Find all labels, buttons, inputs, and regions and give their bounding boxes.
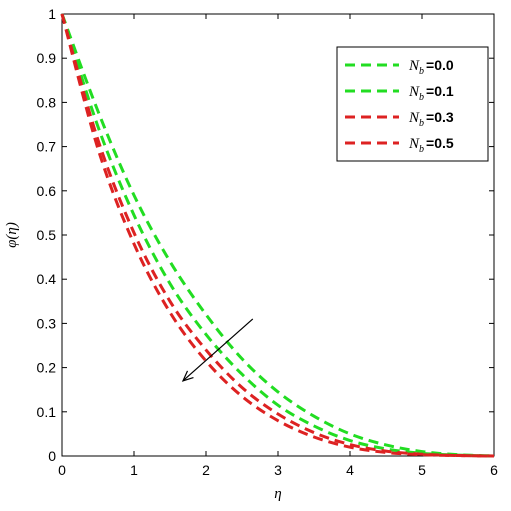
x-tick-label: 3	[274, 462, 282, 478]
x-tick-label: 1	[130, 462, 138, 478]
y-tick-label: 0.8	[37, 94, 57, 110]
y-tick-label: 0.1	[37, 404, 57, 420]
y-axis-title: φ(η)	[4, 222, 20, 248]
y-axis: 0 0.1 0.2 0.3 0.4 0.5 0.6 0.7 0.8 0.9 1	[37, 6, 494, 464]
y-tick-label: 0.3	[37, 315, 57, 331]
legend-entry-0: Nb =0.0	[408, 57, 454, 77]
x-tick-label: 0	[58, 462, 66, 478]
x-tick-label: 5	[418, 462, 426, 478]
x-tick-label: 4	[346, 462, 354, 478]
legend-entry-2: Nb =0.3	[408, 109, 454, 129]
y-tick-label: 0.2	[37, 360, 57, 376]
y-tick-label: 0.6	[37, 183, 57, 199]
trend-arrow-shaft	[182, 318, 254, 382]
x-tick-label: 2	[202, 462, 210, 478]
y-tick-label: 0.4	[37, 271, 57, 287]
series-line-3	[60, 13, 495, 458]
y-tick-label: 0.7	[37, 139, 57, 155]
x-axis: 0 1 2 3 4 5 6	[58, 14, 498, 478]
legend: Nb =0.0 Nb =0.1 Nb =0.3 Nb =0.5	[336, 46, 489, 162]
series-line-2	[60, 13, 495, 458]
y-tick-label: 0.5	[37, 227, 57, 243]
legend-entry-3: Nb =0.5	[408, 135, 454, 155]
x-tick-label: 6	[490, 462, 498, 478]
series-line-0	[60, 13, 495, 458]
series-layer	[60, 13, 495, 458]
y-tick-label: 0.9	[37, 50, 57, 66]
x-axis-title: η	[274, 486, 281, 502]
trend-arrow-head	[181, 370, 194, 382]
y-tick-label: 1	[48, 6, 56, 22]
annotation-layer	[181, 318, 254, 382]
legend-entry-1: Nb =0.1	[408, 83, 454, 103]
y-tick-label: 0	[48, 448, 56, 464]
